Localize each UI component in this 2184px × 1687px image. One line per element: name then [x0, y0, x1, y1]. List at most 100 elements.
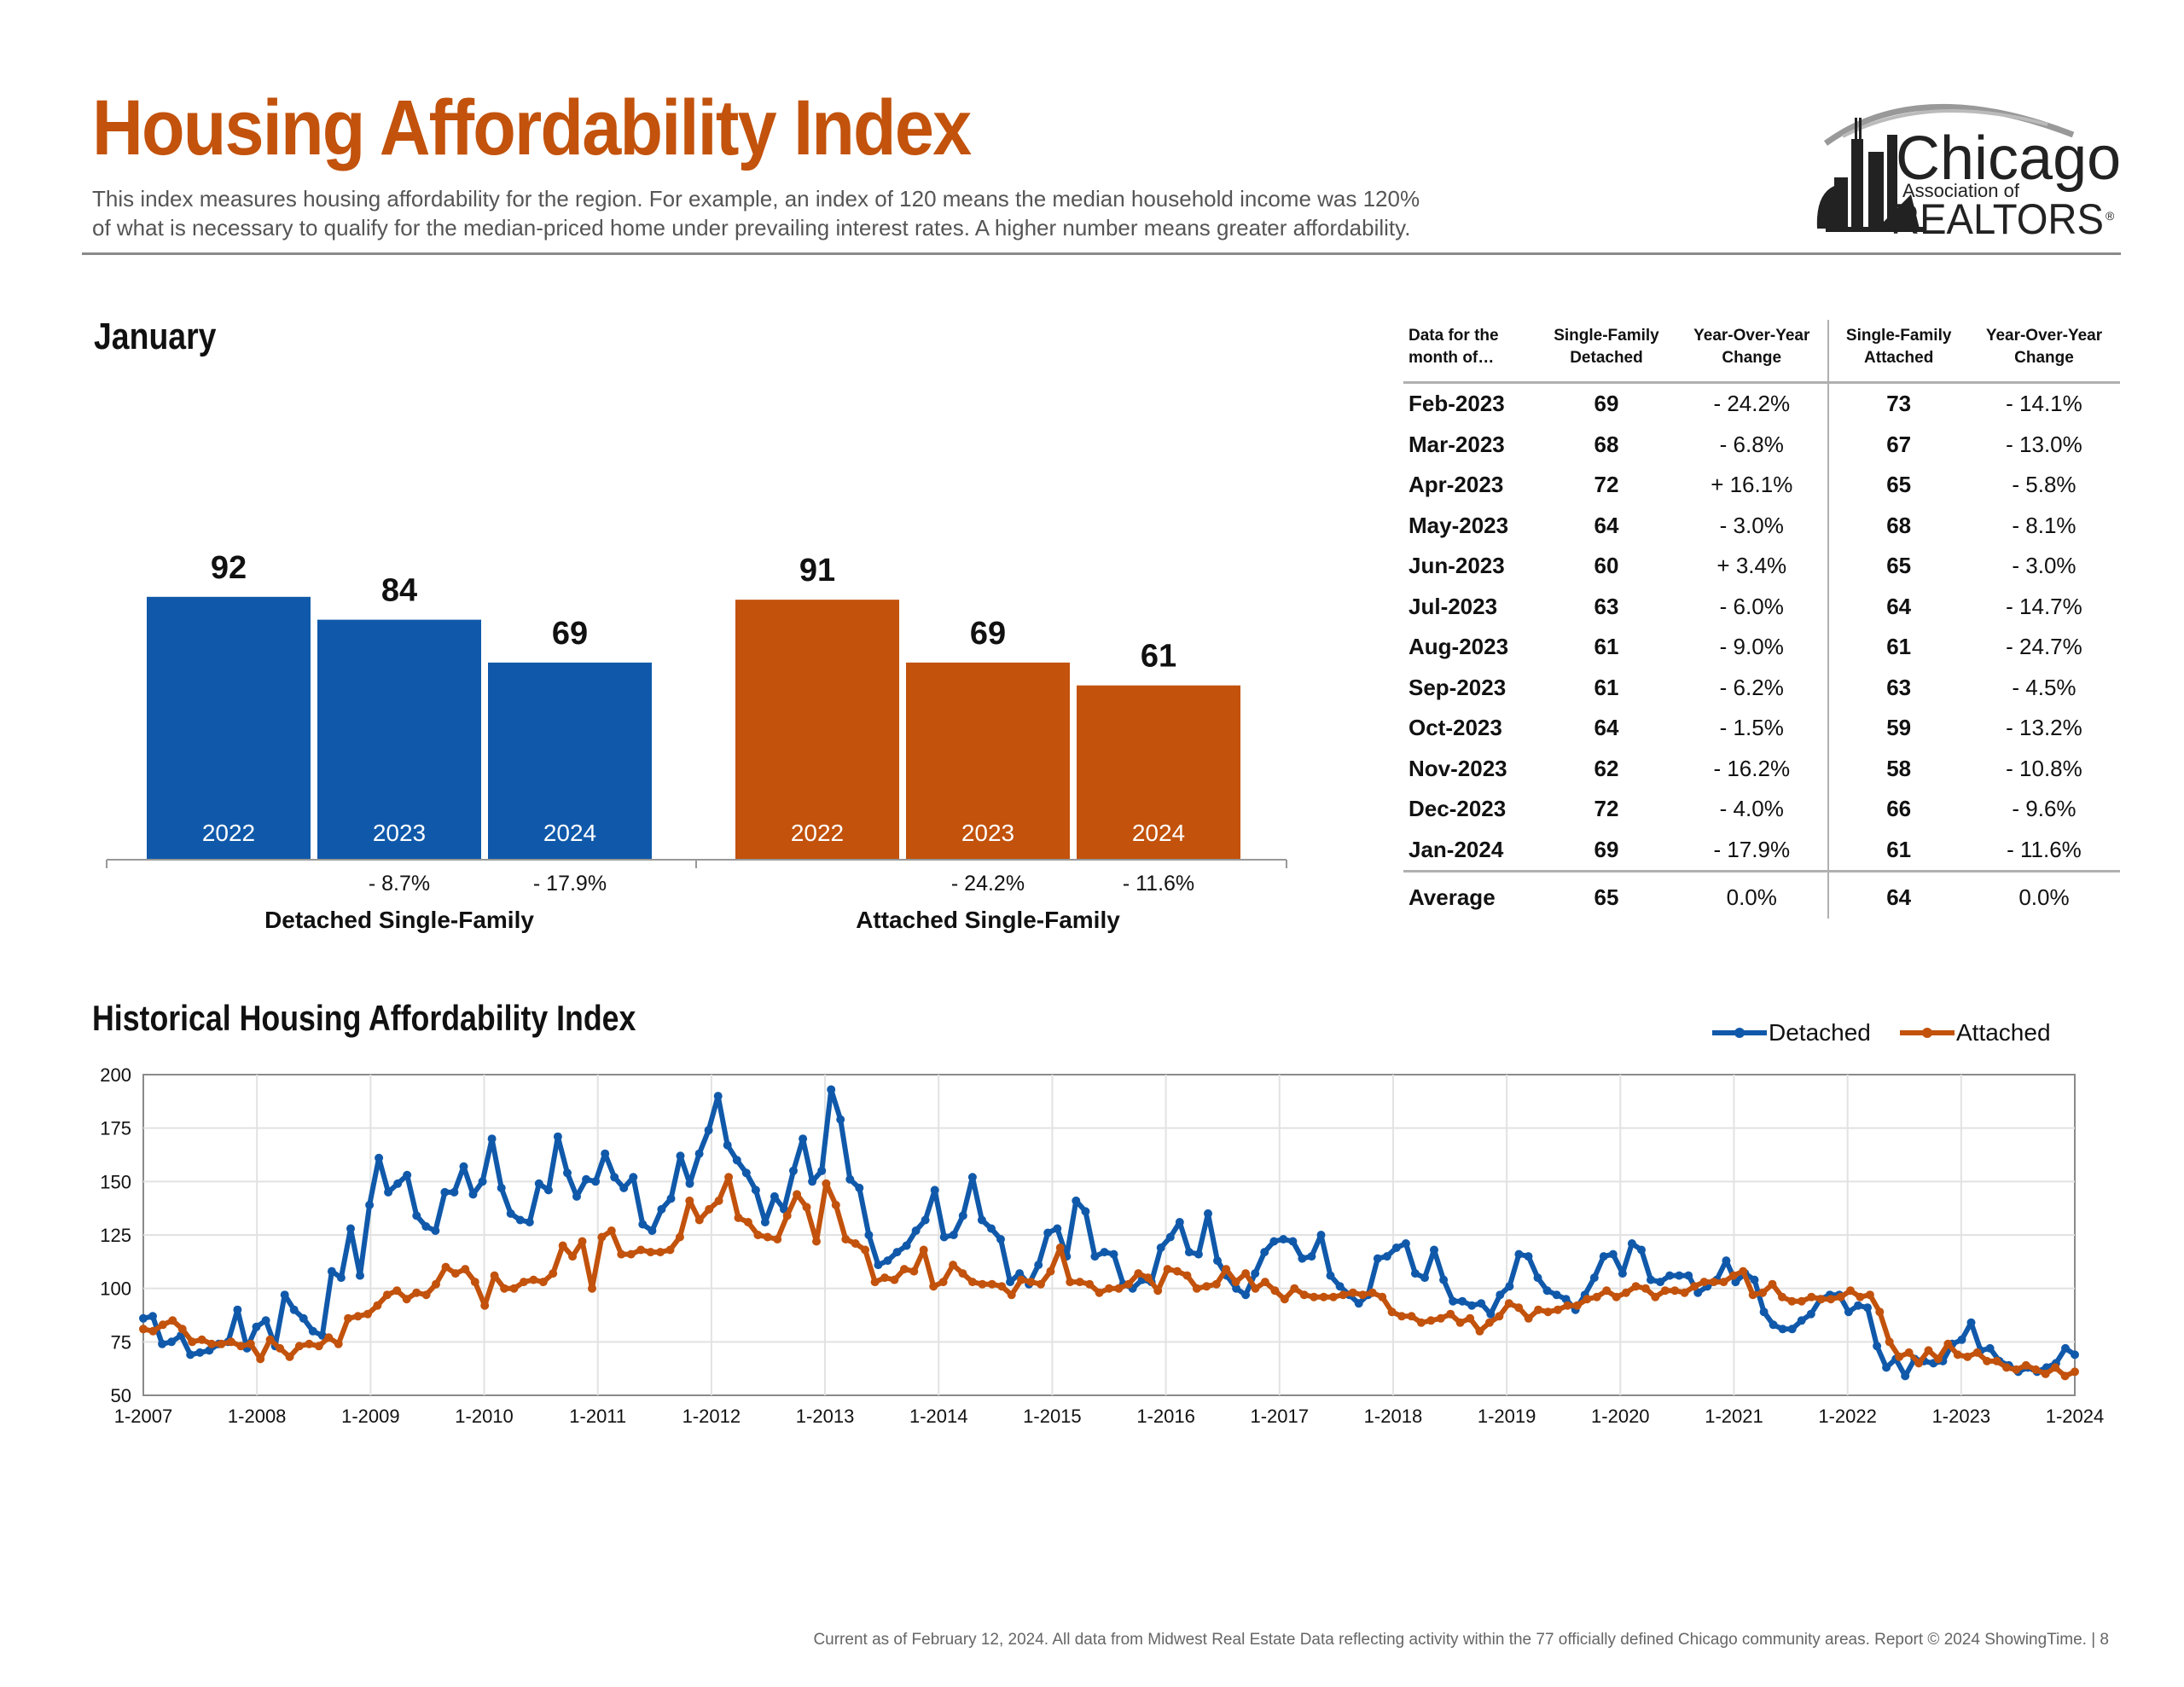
data-point	[440, 1187, 450, 1197]
data-point	[685, 1179, 694, 1188]
data-point	[666, 1194, 676, 1203]
table-cell: Jan-2024	[1409, 836, 1504, 862]
table-cell: - 17.9%	[1676, 829, 1830, 872]
bar-year-label: 2022	[791, 820, 844, 846]
data-point	[1836, 1292, 1845, 1301]
legend-detached-label: Detached	[1769, 1019, 1871, 1046]
data-point	[938, 1278, 948, 1287]
data-point	[1592, 1292, 1601, 1301]
table-row: Jun-2023 60 + 3.4% 65 - 3.0%	[1403, 546, 2120, 587]
data-point	[1992, 1356, 2001, 1365]
data-point	[1637, 1245, 1646, 1255]
x-tick-label: 1-2020	[1591, 1406, 1650, 1427]
data-point	[1680, 1288, 1689, 1297]
bar-change-label: - 11.6%	[1123, 872, 1194, 896]
data-point	[1446, 1309, 1455, 1319]
data-point	[1007, 1290, 1016, 1300]
table-cell: + 3.4%	[1676, 546, 1830, 587]
data-point	[732, 1156, 741, 1165]
data-point	[607, 1226, 616, 1235]
table-cell: 68	[1594, 431, 1619, 457]
table-cell: - 5.8%	[2012, 472, 2077, 498]
data-point	[1554, 1305, 1562, 1314]
x-tick-label: 1-2021	[1705, 1406, 1763, 1427]
data-point	[1816, 1295, 1826, 1304]
data-point	[1192, 1284, 1201, 1293]
historical-line-chart: 50 75 100 125 150 175 200 1-2007 1-2008 1-2009 1-2…	[100, 1064, 2104, 1427]
bar-attached-2023	[906, 662, 1070, 860]
data-point	[648, 1226, 657, 1235]
logo-text-association: Association of	[1902, 180, 2020, 201]
data-point	[1797, 1316, 1806, 1325]
chicago-skyline-logo-icon: Chicago Association of REALTORS ®	[1816, 103, 2121, 243]
data-point	[902, 1241, 911, 1250]
data-point	[1222, 1265, 1231, 1274]
data-point	[1475, 1326, 1484, 1336]
data-point	[1561, 1295, 1571, 1304]
page-title: Housing Affordability Index	[92, 84, 972, 171]
table-cell: - 14.1%	[2006, 391, 2082, 417]
x-tick-label: 1-2012	[682, 1406, 741, 1427]
table-cell: 72	[1594, 472, 1619, 498]
data-point	[294, 1342, 304, 1351]
table-cell: 62	[1594, 755, 1619, 781]
data-point	[1401, 1239, 1410, 1248]
data-point	[1722, 1256, 1731, 1266]
table-row: Dec-2023 72 - 4.0% 66 - 9.6%	[1403, 789, 2120, 830]
x-tick-label: 1-2011	[569, 1406, 626, 1427]
data-point	[1241, 1290, 1251, 1300]
data-point	[1307, 1252, 1316, 1261]
table-row: Jan-2024 69 - 17.9% 61 - 11.6%	[1403, 829, 2120, 872]
data-point	[1602, 1286, 1612, 1296]
data-point	[1348, 1288, 1357, 1297]
table-cell: 60	[1594, 553, 1619, 579]
data-point	[977, 1215, 986, 1225]
historical-section-title: Historical Housing Affordability Index	[92, 998, 636, 1038]
table-cell: 63	[1594, 593, 1619, 619]
data-point	[1316, 1231, 1326, 1239]
data-point	[780, 1204, 788, 1214]
data-point	[1769, 1320, 1778, 1330]
data-point	[911, 1226, 921, 1235]
data-point	[1787, 1325, 1797, 1334]
data-point	[921, 1215, 930, 1225]
data-point	[1410, 1269, 1420, 1278]
x-tick-label: 1-2007	[114, 1406, 173, 1427]
table-cell: May-2023	[1409, 512, 1509, 538]
data-point	[1768, 1279, 1777, 1289]
data-point	[619, 1183, 629, 1192]
data-point	[638, 1220, 648, 1229]
data-point	[967, 1278, 977, 1287]
data-point	[1552, 1290, 1561, 1300]
data-point	[158, 1320, 167, 1330]
data-point	[1420, 1273, 1429, 1283]
data-point	[509, 1284, 519, 1293]
data-point	[930, 1186, 939, 1195]
data-point	[233, 1305, 242, 1314]
data-point	[1280, 1295, 1289, 1304]
data-point	[1105, 1284, 1113, 1293]
data-point	[741, 1168, 751, 1178]
data-point	[880, 1273, 889, 1283]
data-point	[2021, 1360, 2030, 1370]
data-point	[186, 1350, 195, 1359]
data-point	[987, 1279, 996, 1289]
data-point	[1251, 1269, 1260, 1278]
data-point	[685, 1196, 694, 1205]
data-point	[1748, 1290, 1757, 1300]
data-point	[1846, 1286, 1855, 1296]
data-point	[1618, 1269, 1627, 1278]
data-point	[197, 1335, 206, 1344]
data-point	[158, 1339, 167, 1348]
data-point	[763, 1232, 772, 1242]
table-cell: Dec-2023	[1409, 796, 1507, 822]
data-point	[1739, 1267, 1748, 1276]
data-point	[148, 1312, 157, 1321]
data-point	[468, 1190, 478, 1199]
data-point	[1778, 1325, 1787, 1334]
data-point	[327, 1267, 336, 1276]
data-point	[1660, 1286, 1670, 1296]
data-point	[1202, 1282, 1211, 1291]
table-cell: Oct-2023	[1409, 715, 1502, 741]
data-point	[601, 1149, 610, 1158]
